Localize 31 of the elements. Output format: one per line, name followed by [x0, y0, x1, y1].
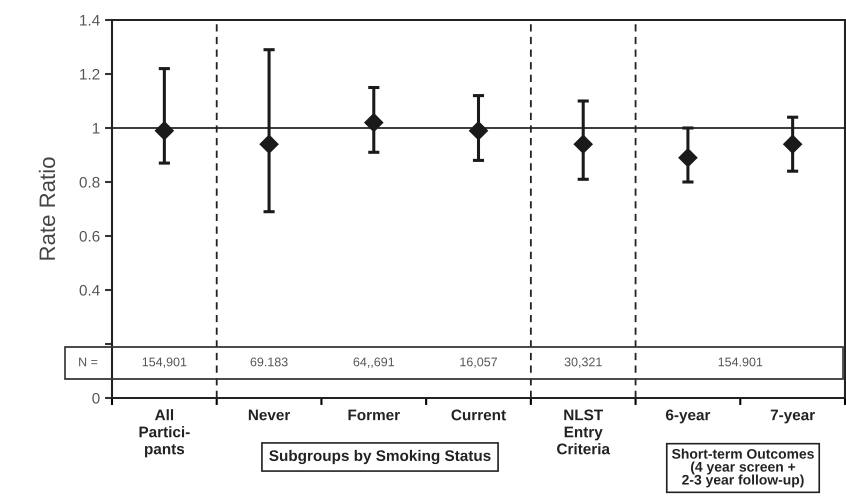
- y-tick-label: 0.4: [80, 284, 100, 296]
- annotation: 64,,691: [354, 358, 394, 368]
- point: [260, 134, 279, 154]
- y-tick-label: 0: [92, 392, 100, 404]
- point: [364, 113, 384, 132]
- annotation: 16,057: [460, 358, 497, 368]
- x-tick-label: 7-year: [770, 410, 815, 424]
- point: [678, 148, 698, 168]
- annotation: 30,321: [564, 358, 602, 368]
- x-tick-label: Current: [452, 410, 506, 420]
- text: Short-term Outcomes (4 year screen + 2-3 year follow-up): [672, 448, 814, 488]
- text: N =: [79, 358, 98, 366]
- x-tick-label: NLST Entry Criteria: [557, 410, 610, 454]
- y-tick-label: 1.2: [80, 68, 100, 80]
- x-tick-label: All Partici- pants: [139, 409, 190, 458]
- y-axis-title: Rate Ratio: [38, 157, 56, 260]
- annotation: 154.901: [718, 358, 762, 366]
- point: [783, 134, 802, 154]
- x-tick-label: 6-year: [666, 410, 710, 424]
- annotation: 154,901: [142, 358, 186, 368]
- point: [468, 121, 488, 140]
- y-tick-label: 0.8: [80, 176, 100, 188]
- text: Subgroups by Smoking Status: [269, 450, 491, 464]
- x-tick-label: Never: [248, 410, 290, 420]
- y-tick-label: 1: [92, 123, 100, 134]
- y-tick-label: 0.6: [80, 230, 100, 242]
- x-tick-label: Former: [348, 410, 400, 420]
- annotation: 69.183: [250, 358, 288, 366]
- y-tick-label: 1.4: [80, 15, 100, 26]
- point: [154, 121, 174, 140]
- point: [574, 134, 593, 154]
